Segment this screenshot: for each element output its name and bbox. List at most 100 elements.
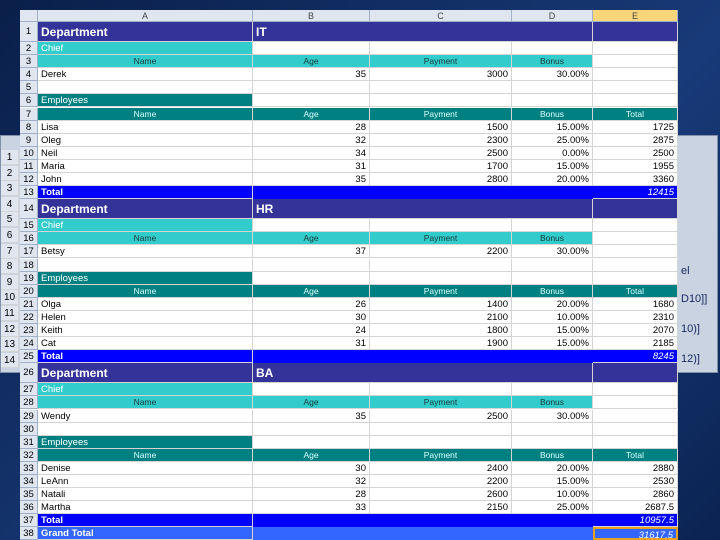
cell: 1900 bbox=[370, 337, 512, 351]
cell bbox=[593, 245, 678, 259]
cell: Oleg bbox=[38, 133, 253, 147]
cell bbox=[370, 258, 512, 272]
cell: 2310 bbox=[593, 310, 678, 324]
row-number: 37 bbox=[20, 514, 38, 528]
row-number: 36 bbox=[20, 501, 38, 515]
back-row-number: 5 bbox=[1, 212, 19, 228]
spreadsheet: A B C D E 1 Department IT 2 Chief 3 Name Age Payment B… bbox=[20, 10, 678, 540]
cell: 30 bbox=[253, 461, 370, 475]
cell: 2687.5 bbox=[593, 501, 678, 515]
cell: 0.00% bbox=[512, 146, 593, 160]
cell: Denise bbox=[38, 461, 253, 475]
row-number: 5 bbox=[20, 81, 38, 95]
cell: Department bbox=[38, 22, 253, 42]
cell bbox=[593, 258, 678, 272]
back-row-number: 8 bbox=[1, 259, 19, 275]
cell bbox=[512, 383, 593, 397]
corner bbox=[20, 10, 38, 22]
cell: 32 bbox=[253, 133, 370, 147]
cell bbox=[38, 258, 253, 272]
column-header: B bbox=[253, 10, 370, 22]
column-header: C bbox=[370, 10, 512, 22]
cell: 2860 bbox=[593, 488, 678, 502]
column-header: A bbox=[38, 10, 253, 22]
back-row-number: 14 bbox=[1, 352, 19, 368]
cell: Martha bbox=[38, 501, 253, 515]
cell: Total bbox=[38, 350, 253, 364]
cell bbox=[593, 396, 678, 410]
cell bbox=[370, 422, 512, 436]
column-header: D bbox=[512, 10, 593, 22]
row-number: 34 bbox=[20, 475, 38, 489]
cell: Total bbox=[38, 514, 253, 528]
cell: 1400 bbox=[370, 297, 512, 311]
row-number: 24 bbox=[20, 337, 38, 351]
cell bbox=[512, 422, 593, 436]
cell: 25.00% bbox=[512, 133, 593, 147]
cell: Lisa bbox=[38, 120, 253, 134]
cell: Neil bbox=[38, 146, 253, 160]
cell: 30.00% bbox=[512, 68, 593, 82]
row-number: 27 bbox=[20, 383, 38, 397]
cell: Chief bbox=[38, 383, 253, 397]
cell bbox=[370, 383, 512, 397]
cell: 2800 bbox=[370, 173, 512, 187]
cell bbox=[253, 514, 370, 528]
cell bbox=[370, 271, 512, 285]
cell: 10.00% bbox=[512, 310, 593, 324]
cell: BA bbox=[253, 363, 593, 384]
cell bbox=[370, 219, 512, 233]
cell bbox=[253, 186, 370, 200]
back-row-number: 1 bbox=[1, 150, 19, 165]
row-number: 25 bbox=[20, 350, 38, 364]
back-row-number: 3 bbox=[1, 181, 19, 197]
cell: 1725 bbox=[593, 120, 678, 134]
row-number: 10 bbox=[20, 146, 38, 160]
cell: 15.00% bbox=[512, 120, 593, 134]
cell: 2100 bbox=[370, 310, 512, 324]
cell bbox=[370, 81, 512, 95]
row-number: 21 bbox=[20, 297, 38, 311]
cell: 30.00% bbox=[512, 409, 593, 423]
row-number: 1 bbox=[20, 22, 38, 42]
cell: 25.00% bbox=[512, 501, 593, 515]
cell: Chief bbox=[38, 42, 253, 56]
row-number: 11 bbox=[20, 159, 38, 173]
cell bbox=[253, 81, 370, 95]
cell bbox=[512, 186, 593, 200]
cell: Olga bbox=[38, 297, 253, 311]
cell bbox=[370, 527, 512, 540]
cell: 20.00% bbox=[512, 297, 593, 311]
cell: 31 bbox=[253, 337, 370, 351]
cell bbox=[253, 271, 370, 285]
cell: 2875 bbox=[593, 133, 678, 147]
cell: Bonus bbox=[512, 107, 593, 121]
cell: Age bbox=[253, 232, 370, 246]
cell: 10957.5 bbox=[593, 514, 678, 528]
cell: Department bbox=[38, 199, 253, 220]
cell bbox=[512, 514, 593, 528]
cell: Payment bbox=[370, 396, 512, 410]
cell: Name bbox=[38, 232, 253, 246]
row-number: 16 bbox=[20, 232, 38, 246]
row-number: 14 bbox=[20, 199, 38, 220]
cell bbox=[512, 350, 593, 364]
cell: 30 bbox=[253, 310, 370, 324]
cell: 26 bbox=[253, 297, 370, 311]
cell bbox=[593, 383, 678, 397]
cell: 37 bbox=[253, 245, 370, 259]
cell: 28 bbox=[253, 120, 370, 134]
cell: 1800 bbox=[370, 324, 512, 338]
row-number: 4 bbox=[20, 68, 38, 82]
cell bbox=[253, 258, 370, 272]
cell: 24 bbox=[253, 324, 370, 338]
cell: 20.00% bbox=[512, 461, 593, 475]
cell: Age bbox=[253, 448, 370, 462]
row-number: 19 bbox=[20, 271, 38, 285]
cell: 12415 bbox=[593, 186, 678, 200]
cell bbox=[593, 219, 678, 233]
cell bbox=[593, 199, 678, 220]
cell: 35 bbox=[253, 173, 370, 187]
cell: Department bbox=[38, 363, 253, 384]
